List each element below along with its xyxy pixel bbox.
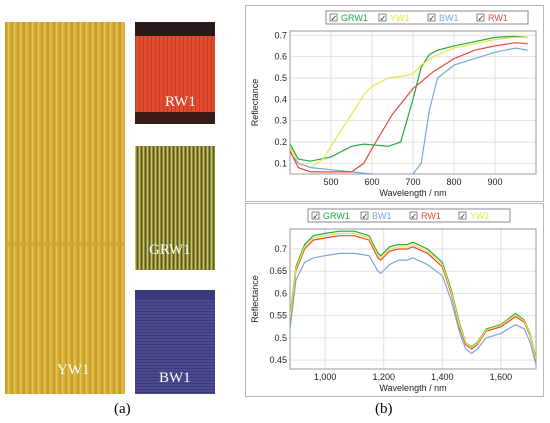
y-tick-label: 0.1 (274, 158, 287, 168)
swatch-grw1-label: GRW1 (149, 242, 191, 258)
legend-check-icon: ✓ (380, 14, 387, 23)
y-tick-label: 0.5 (274, 333, 287, 343)
y-tick-label: 0.5 (274, 73, 287, 83)
x-tick-label: 700 (405, 177, 420, 187)
swatch-grw1: GRW1 (135, 146, 215, 270)
y-tick-label: 0.6 (274, 288, 287, 298)
legend-item-grw1[interactable]: GRW1 (323, 211, 350, 221)
swatch-bw1: BW1 (135, 290, 215, 394)
swatch-rw1-label: RW1 (165, 94, 196, 110)
legend-check-icon: ✓ (429, 14, 436, 23)
legend-checkbox[interactable] (378, 13, 387, 22)
x-axis-title: Wavelength / nm (379, 383, 446, 393)
legend-checkbox[interactable] (458, 211, 467, 220)
x-tick-label: 1,000 (314, 372, 337, 382)
series-line-grw1 (290, 230, 536, 359)
legend-item-rw1[interactable]: RW1 (421, 211, 441, 221)
panel-b-caption: (b) (375, 401, 393, 417)
swatch-bw1-label: BW1 (159, 370, 191, 386)
legend-check-icon: ✓ (362, 212, 369, 221)
legend-item-bw1[interactable]: BW1 (439, 13, 459, 23)
y-tick-label: 0.45 (269, 355, 287, 365)
x-axis-title: Wavelength / nm (379, 188, 446, 198)
y-axis-title: Reflectance (250, 275, 260, 323)
legend-checkbox[interactable] (427, 13, 436, 22)
series-line-yw1 (290, 36, 528, 169)
swatch-rw1-texture (135, 22, 215, 124)
chart-bottom: 1,000 1,200 1,400 1,600 0.45 0.5 0.55 0.6 0.65 0.… (250, 208, 537, 393)
legend-checkbox[interactable] (409, 211, 418, 220)
y-tick-label: 0.7 (274, 30, 287, 40)
series-line-rw1 (290, 235, 536, 361)
y-tick-label: 0.2 (274, 137, 287, 147)
y-tick-label: 0.65 (269, 266, 287, 276)
legend-item-rw1[interactable]: RW1 (488, 13, 508, 23)
x-tick-label: 1,200 (372, 372, 395, 382)
legend-check-icon: ✓ (460, 212, 467, 221)
swatch-yw1-label: YW1 (57, 362, 90, 378)
legend-checkbox[interactable] (311, 211, 320, 220)
y-tick-label: 0.55 (269, 311, 287, 321)
series-line-grw1 (290, 35, 528, 162)
series-line-bw1 (290, 47, 528, 174)
legend-checkbox[interactable] (360, 211, 369, 220)
x-tick-label: 1,400 (431, 372, 454, 382)
legend-check-icon: ✓ (331, 14, 338, 23)
swatch-grw1-texture (135, 146, 215, 270)
swatch-yw1-texture (5, 22, 125, 394)
legend-item-grw1[interactable]: GRW1 (341, 13, 368, 23)
series-line-bw1 (290, 252, 536, 365)
panel-a-caption: (a) (114, 401, 131, 417)
y-tick-label: 0.7 (274, 244, 287, 254)
legend-item-yw1[interactable]: YW1 (390, 13, 410, 23)
legend-checkbox[interactable] (476, 13, 485, 22)
legend-item-bw1[interactable]: BW1 (372, 211, 392, 221)
series-line-yw1 (290, 232, 536, 360)
y-tick-label: 0.3 (274, 116, 287, 126)
x-tick-label: 1,600 (490, 372, 513, 382)
swatch-bw1-texture (135, 290, 215, 394)
x-tick-label: 500 (323, 177, 338, 187)
chart-bottom-frame: 1,000 1,200 1,400 1,600 0.45 0.5 0.55 0.6 0.65 0.… (245, 203, 544, 397)
chart-top-frame: 500 600 700 800 900 0.1 0.2 0.3 0.4 0.5 0.6 0.7 Wave… (245, 5, 544, 202)
y-tick-label: 0.6 (274, 52, 287, 62)
series-line-rw1 (290, 42, 528, 173)
plot-area (289, 228, 537, 370)
legend-check-icon: ✓ (411, 212, 418, 221)
x-tick-label: 600 (364, 177, 379, 187)
swatch-yw1: YW1 (5, 22, 125, 394)
y-tick-label: 0.4 (274, 94, 287, 104)
swatch-rw1: RW1 (135, 22, 215, 124)
legend-item-yw1[interactable]: YW1 (470, 211, 490, 221)
y-axis-title: Reflectance (250, 79, 260, 127)
chart-top: 500 600 700 800 900 0.1 0.2 0.3 0.4 0.5 0.6 0.7 Wave… (250, 10, 537, 198)
x-tick-label: 800 (446, 177, 461, 187)
legend-check-icon: ✓ (478, 14, 485, 23)
legend-check-icon: ✓ (313, 212, 320, 221)
x-tick-label: 900 (487, 177, 502, 187)
legend-checkbox[interactable] (329, 13, 338, 22)
